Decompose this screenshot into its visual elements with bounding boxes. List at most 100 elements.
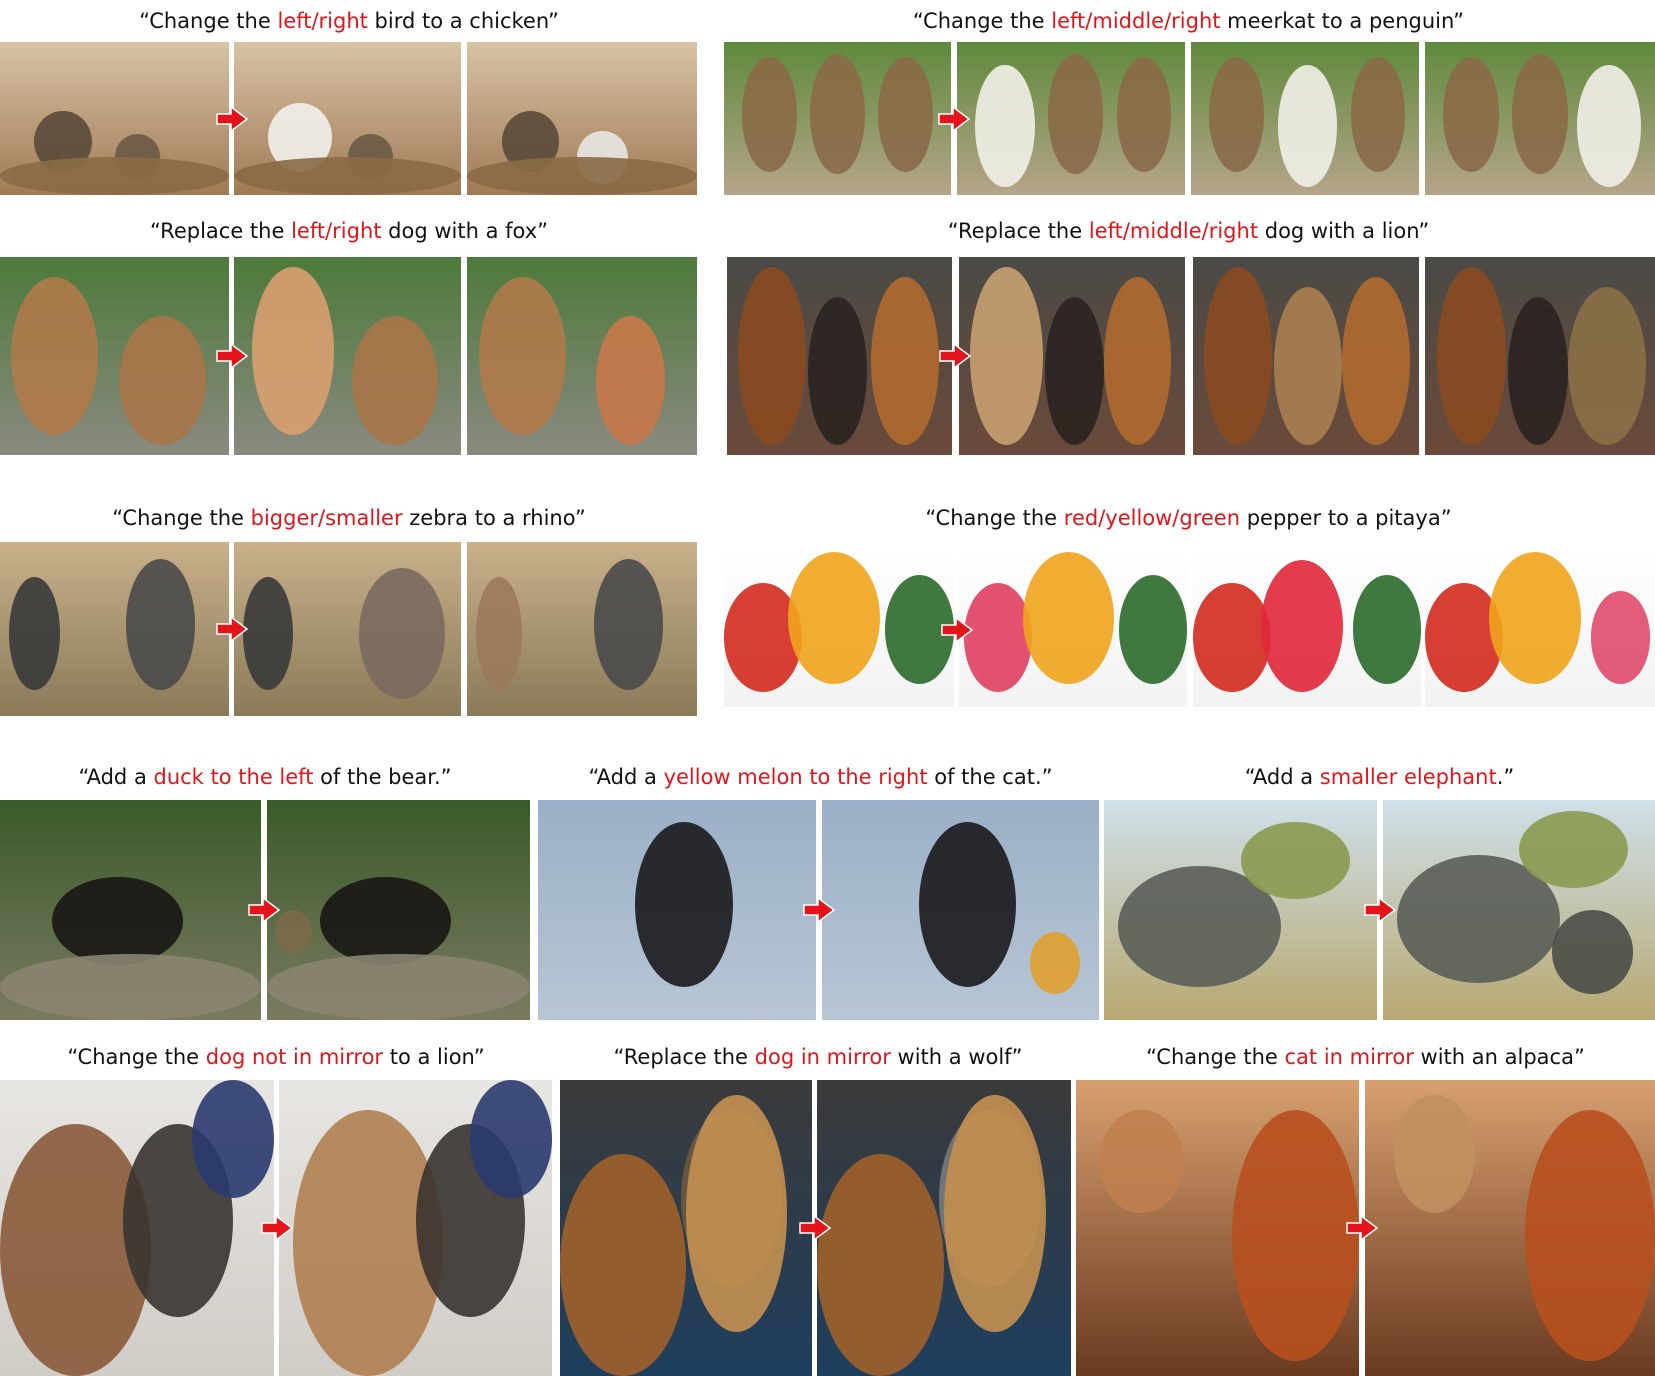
image-subject <box>234 156 461 195</box>
image-subject <box>1590 590 1651 684</box>
input-image <box>0 1080 274 1376</box>
image-subject <box>970 266 1043 446</box>
caption-text: pepper to a pitaya” <box>1240 506 1452 530</box>
caption-text: “Change the <box>912 9 1052 33</box>
image-subject <box>1261 559 1344 692</box>
image-subject <box>243 576 294 690</box>
arrow-icon <box>799 1215 832 1241</box>
edit-instruction-caption: “Change the left/right bird to a chicken… <box>0 8 698 34</box>
caption-text: “Add a <box>1244 765 1320 789</box>
arrow-icon <box>1346 1215 1379 1241</box>
edited-image <box>1383 800 1655 1020</box>
image-subject <box>1551 910 1634 994</box>
caption-text: “Change the <box>925 506 1064 530</box>
caption-text: “Change the <box>67 1045 206 1069</box>
caption-text: “Change the <box>139 9 278 33</box>
arrow-icon <box>1364 897 1397 923</box>
caption-highlight: yellow melon to the right <box>663 765 928 789</box>
caption-text: “Replace the <box>149 219 292 243</box>
image-subject <box>1044 296 1104 446</box>
arrow-icon <box>248 897 281 923</box>
image-subject <box>1352 575 1421 684</box>
image-subject <box>871 276 939 446</box>
caption-text: dog with a lion” <box>1258 219 1430 243</box>
image-subject <box>878 57 933 173</box>
image-subject <box>1103 276 1172 446</box>
image-subject <box>593 559 663 690</box>
edit-instruction-caption: “Change the cat in mirror with an alpaca… <box>1076 1044 1655 1070</box>
edited-image <box>234 42 461 195</box>
image-subject <box>470 1080 552 1199</box>
caption-text: “Change the <box>112 506 251 530</box>
caption-text: to a lion” <box>383 1045 485 1069</box>
caption-highlight: dog not in mirror <box>205 1045 384 1069</box>
edited-image <box>467 42 697 195</box>
edit-instruction-caption: “Change the dog not in mirror to a lion” <box>0 1044 552 1070</box>
caption-highlight: cat in mirror <box>1284 1045 1414 1069</box>
edited-image <box>959 552 1187 707</box>
image-subject <box>817 1154 944 1376</box>
image-subject <box>1489 552 1582 684</box>
image-subject <box>788 552 881 684</box>
image-subject <box>808 296 867 446</box>
image-subject <box>358 568 446 699</box>
caption-text: .” <box>1496 765 1515 789</box>
caption-highlight: left/right <box>277 9 368 33</box>
arrow-icon <box>261 1215 294 1241</box>
edited-image <box>267 800 530 1020</box>
caption-text: “Replace the <box>613 1045 755 1069</box>
edited-image <box>1425 257 1655 455</box>
image-subject <box>1098 1109 1184 1214</box>
image-subject <box>1118 575 1187 684</box>
input-image <box>0 257 229 455</box>
arrow-icon <box>941 617 974 643</box>
image-subject <box>1277 64 1337 188</box>
image-subject <box>810 54 865 174</box>
caption-text: “Add a <box>588 765 664 789</box>
arrow-icon <box>938 106 971 132</box>
caption-text: with a wolf” <box>890 1045 1023 1069</box>
image-subject <box>1350 57 1406 173</box>
image-subject <box>1436 266 1506 446</box>
image-subject <box>686 1094 787 1332</box>
image-subject <box>1209 57 1264 173</box>
edited-image <box>279 1080 552 1376</box>
image-subject <box>0 954 261 1020</box>
image-subject <box>595 316 665 446</box>
image-subject <box>742 57 797 173</box>
image-subject <box>1029 932 1080 994</box>
edited-image <box>1425 552 1655 707</box>
image-subject <box>963 583 1032 692</box>
caption-highlight: left/right <box>291 219 382 243</box>
caption-text: zebra to a rhino” <box>402 506 586 530</box>
caption-highlight: left/middle/right <box>1088 219 1259 243</box>
edit-instruction-caption: “Add a yellow melon to the right of the … <box>538 764 1103 790</box>
image-subject <box>975 64 1035 188</box>
image-subject <box>1519 811 1628 888</box>
caption-text: dog with a fox” <box>381 219 549 243</box>
caption-text: “Add a <box>78 765 154 789</box>
image-subject <box>478 276 566 436</box>
caption-highlight: dog in mirror <box>754 1045 891 1069</box>
edited-image <box>817 1080 1071 1376</box>
image-subject <box>560 1154 686 1376</box>
edited-image <box>957 42 1185 195</box>
edited-image <box>959 257 1185 455</box>
image-subject <box>1524 1109 1655 1362</box>
edit-instruction-caption: “Add a smaller elephant.” <box>1104 764 1655 790</box>
edited-image <box>1193 552 1421 707</box>
image-subject <box>738 266 806 446</box>
image-subject <box>319 877 452 965</box>
image-subject <box>1204 266 1273 446</box>
image-subject <box>1048 54 1103 174</box>
edited-image <box>467 257 697 455</box>
image-subject <box>11 276 99 436</box>
image-subject <box>191 1080 274 1199</box>
image-subject <box>1116 57 1172 173</box>
image-subject <box>944 1094 1046 1332</box>
edited-image <box>467 542 697 716</box>
caption-text: meerkat to a penguin” <box>1220 9 1465 33</box>
arrow-icon <box>216 616 249 642</box>
caption-highlight: smaller elephant <box>1319 765 1497 789</box>
input-image <box>0 542 229 716</box>
